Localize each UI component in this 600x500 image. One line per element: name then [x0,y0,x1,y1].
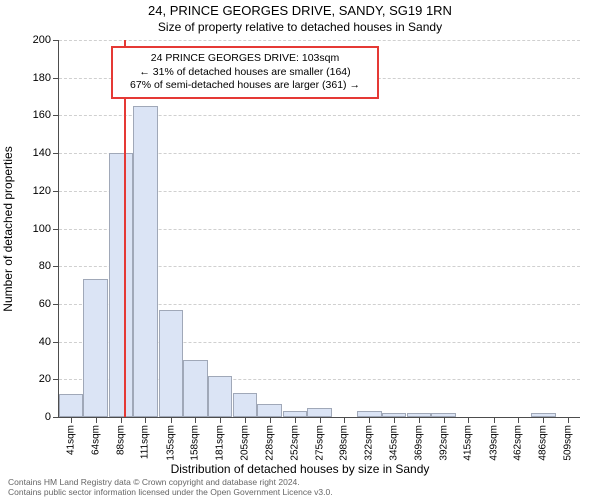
y-tick-label: 120 [23,185,51,197]
x-tick-label: 135sqm [165,425,176,461]
x-tick-label: 181sqm [214,425,225,461]
annotation-line-1: 24 PRINCE GEORGES DRIVE: 103sqm [121,52,369,66]
x-tick [419,417,420,423]
x-tick [121,417,122,423]
histogram-bar [233,393,257,418]
x-tick-label: 41sqm [66,425,77,455]
histogram-bar [109,153,133,417]
x-tick [195,417,196,423]
x-tick-label: 252sqm [290,425,301,461]
x-tick [145,417,146,423]
x-tick-label: 275sqm [314,425,325,461]
x-tick-label: 88sqm [116,425,127,455]
x-tick-label: 322sqm [364,425,375,461]
x-tick [468,417,469,423]
y-tick [53,342,59,343]
x-tick [270,417,271,423]
annotation-line-3: 67% of semi-detached houses are larger (… [121,79,369,93]
x-tick-label: 439sqm [488,425,499,461]
histogram-bar [208,376,232,417]
y-tick [53,40,59,41]
x-tick [444,417,445,423]
histogram-bar [257,404,281,417]
x-axis-label: Distribution of detached houses by size … [0,462,600,476]
histogram-bar [59,394,83,417]
gridline [59,40,580,41]
chart-title-sub: Size of property relative to detached ho… [0,20,600,34]
footer-credits: Contains HM Land Registry data © Crown c… [8,477,333,497]
y-tick [53,417,59,418]
x-tick-label: 205sqm [240,425,251,461]
x-tick-label: 369sqm [414,425,425,461]
histogram-bar [83,279,107,417]
chart-container: 24, PRINCE GEORGES DRIVE, SANDY, SG19 1R… [0,0,600,500]
x-tick [394,417,395,423]
x-tick-label: 462sqm [512,425,523,461]
x-tick-label: 415sqm [463,425,474,461]
x-tick [171,417,172,423]
y-axis-label: Number of detached properties [1,146,15,311]
y-tick-label: 140 [23,147,51,159]
y-tick-label: 0 [23,411,51,423]
y-tick [53,115,59,116]
plot-area: 02040608010012014016018020041sqm64sqm88s… [58,40,580,418]
x-tick-label: 228sqm [264,425,275,461]
histogram-bar [133,106,157,417]
histogram-bar [307,408,331,417]
x-tick [494,417,495,423]
y-tick-label: 20 [23,373,51,385]
x-tick-label: 486sqm [538,425,549,461]
x-tick [543,417,544,423]
histogram-bar [183,360,207,417]
x-tick-label: 345sqm [388,425,399,461]
y-tick [53,191,59,192]
x-tick [344,417,345,423]
y-tick [53,78,59,79]
y-tick [53,266,59,267]
y-tick-label: 180 [23,72,51,84]
y-tick-label: 200 [23,34,51,46]
y-tick-label: 80 [23,260,51,272]
x-tick [220,417,221,423]
y-tick-label: 160 [23,109,51,121]
x-tick-label: 64sqm [90,425,101,455]
x-tick [71,417,72,423]
y-tick [53,304,59,305]
annotation-line-2: ← 31% of detached houses are smaller (16… [121,66,369,80]
x-tick-label: 509sqm [562,425,573,461]
histogram-bar [159,310,183,417]
footer-line-2: Contains public sector information licen… [8,487,333,497]
chart-title-main: 24, PRINCE GEORGES DRIVE, SANDY, SG19 1R… [0,3,600,18]
x-tick [518,417,519,423]
x-tick-label: 158sqm [190,425,201,461]
x-tick [320,417,321,423]
annotation-box: 24 PRINCE GEORGES DRIVE: 103sqm ← 31% of… [111,46,379,99]
y-tick-label: 100 [23,223,51,235]
x-tick-label: 392sqm [438,425,449,461]
x-tick-label: 298sqm [338,425,349,461]
x-tick [245,417,246,423]
y-tick-label: 40 [23,336,51,348]
y-tick [53,153,59,154]
x-tick [96,417,97,423]
footer-line-1: Contains HM Land Registry data © Crown c… [8,477,333,487]
x-tick [369,417,370,423]
x-tick [568,417,569,423]
x-tick [295,417,296,423]
y-tick [53,229,59,230]
y-tick-label: 60 [23,298,51,310]
y-tick [53,379,59,380]
x-tick-label: 111sqm [140,425,151,459]
